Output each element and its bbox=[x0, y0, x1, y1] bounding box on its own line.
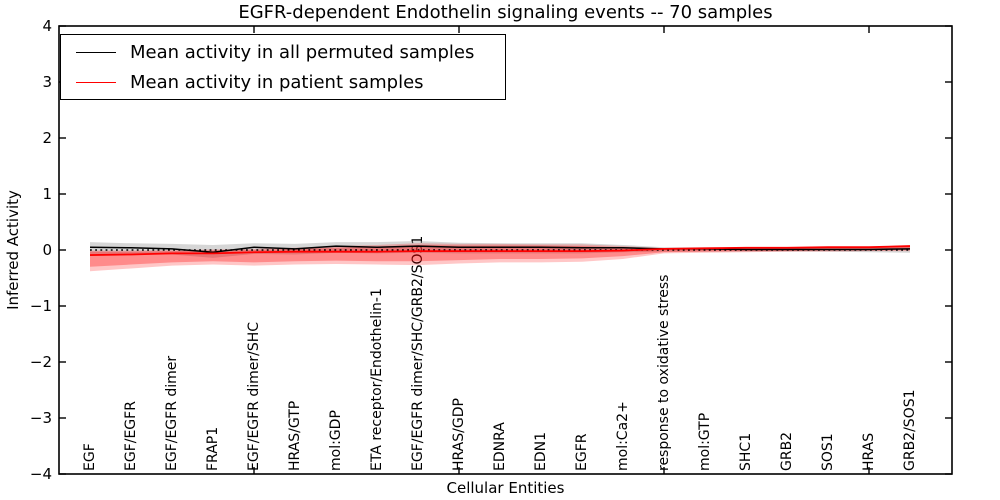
y-tick-label: −3 bbox=[30, 409, 52, 427]
legend-entry-permuted: Mean activity in all permuted samples bbox=[61, 37, 505, 67]
y-tick-label: 2 bbox=[42, 129, 52, 147]
x-tick-label: GRB2 bbox=[779, 432, 795, 471]
y-tick-label: 3 bbox=[42, 73, 52, 91]
x-axis-title: Cellular Entities bbox=[446, 479, 565, 497]
x-tick-label: HRAS/GDP bbox=[451, 398, 467, 471]
legend-label: Mean activity in patient samples bbox=[130, 71, 424, 93]
x-tick-label: mol:Ca2+ bbox=[615, 401, 631, 471]
x-tick-label: EGF/EGFR dimer/SHC bbox=[246, 322, 262, 471]
x-tick-label: GRB2/SOS1 bbox=[902, 389, 918, 471]
y-tick-label: 1 bbox=[42, 185, 52, 203]
legend-label: Mean activity in all permuted samples bbox=[130, 41, 475, 63]
x-tick-label: EDN1 bbox=[533, 432, 549, 471]
permuted-samples-range-band bbox=[90, 241, 910, 258]
x-tick-label: HRAS bbox=[861, 433, 877, 471]
y-tick-label: 0 bbox=[42, 241, 52, 259]
x-tick-label: mol:GDP bbox=[328, 410, 344, 471]
x-tick-label: ETA receptor/Endothelin-1 bbox=[369, 288, 385, 471]
x-tick-label: SHC1 bbox=[738, 433, 754, 471]
x-tick-label: EGF/EGFR bbox=[123, 401, 139, 471]
x-tick-label: mol:GTP bbox=[697, 413, 713, 471]
chart-title: EGFR-dependent Endothelin signaling even… bbox=[238, 2, 773, 23]
x-tick-label: EDNRA bbox=[492, 422, 508, 471]
y-axis-title: Inferred Activity bbox=[4, 190, 22, 310]
legend-entry-patient: Mean activity in patient samples bbox=[61, 67, 505, 97]
x-tick-label: SOS1 bbox=[820, 433, 836, 471]
x-tick-label: HRAS/GTP bbox=[287, 401, 303, 471]
permuted-mean-line bbox=[89, 245, 911, 253]
y-tick-label: −1 bbox=[30, 297, 52, 315]
y-tick-label: −2 bbox=[30, 353, 52, 371]
permuted-line-swatch bbox=[76, 51, 116, 53]
legend: Mean activity in all permuted samples Me… bbox=[60, 34, 506, 100]
x-tick-label: EGF bbox=[82, 443, 98, 471]
x-tick-label: FRAP1 bbox=[205, 427, 221, 471]
patient-line-swatch bbox=[76, 81, 116, 83]
x-tick-label: response to oxidative stress bbox=[656, 275, 672, 471]
x-tick-label: EGFR bbox=[574, 433, 590, 471]
y-tick-label: 4 bbox=[42, 17, 52, 35]
x-tick-label: EGF/EGFR dimer/SHC/GRB2/SOS1 bbox=[410, 236, 426, 471]
patient-mean-line bbox=[89, 245, 911, 256]
y-tick-label: −4 bbox=[30, 465, 52, 483]
x-tick-label: EGF/EGFR dimer bbox=[164, 356, 180, 471]
